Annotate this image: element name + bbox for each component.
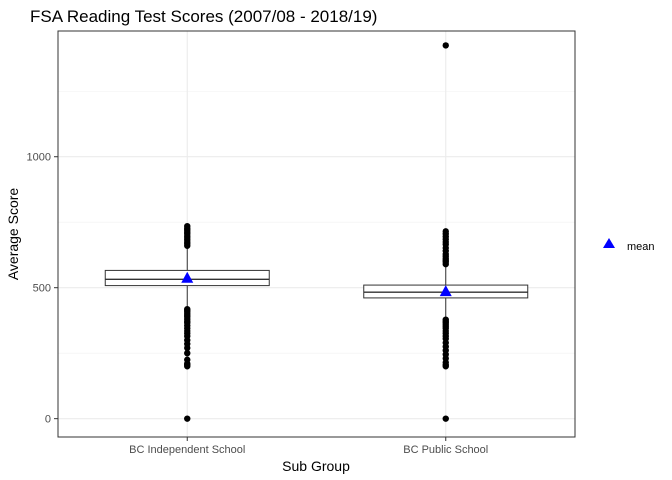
outlier-point — [184, 415, 191, 422]
outlier-point — [442, 228, 449, 235]
x-tick-label: BC Independent School — [129, 444, 245, 456]
legend-mean-label: mean — [627, 241, 655, 253]
outlier-point — [184, 222, 191, 230]
y-axis-ticks: 0 500 1000 — [27, 152, 58, 426]
y-tick-label: 0 — [45, 414, 51, 426]
x-axis-ticks: BC Independent School BC Public School — [129, 437, 488, 456]
x-tick-label: BC Public School — [403, 444, 488, 456]
outlier-point — [184, 356, 191, 363]
plot-area — [57, 30, 576, 438]
outlier-point — [442, 42, 449, 49]
outlier-point — [184, 305, 191, 313]
x-axis-title: Sub Group — [282, 458, 350, 474]
legend: mean — [603, 238, 655, 253]
outlier-points — [184, 42, 449, 422]
outlier-point — [442, 415, 449, 422]
mean-markers — [181, 271, 452, 297]
legend-mean-marker — [603, 238, 615, 248]
outlier-point — [184, 349, 191, 357]
outlier-point — [442, 316, 449, 323]
chart-title: FSA Reading Test Scores (2007/08 - 2018/… — [30, 7, 377, 26]
mean-marker — [439, 285, 452, 297]
y-tick-label: 500 — [33, 283, 51, 295]
mean-marker — [181, 271, 194, 283]
y-axis-title: Average Score — [5, 188, 21, 281]
plot-background — [58, 31, 575, 437]
y-tick-label: 1000 — [27, 152, 51, 164]
plot-border — [57, 30, 576, 438]
